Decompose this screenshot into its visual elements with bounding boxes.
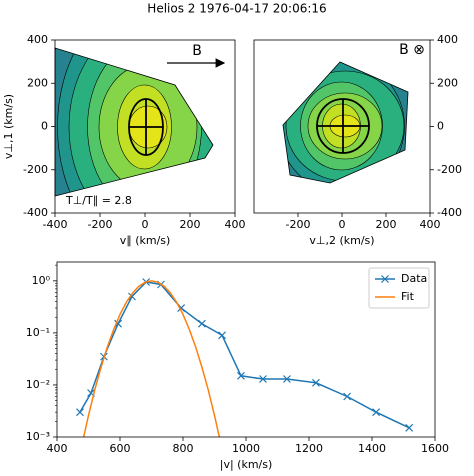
x-tick-label: 800 bbox=[173, 442, 194, 455]
x-tick-label: 600 bbox=[110, 442, 131, 455]
y-tick-label: -400 bbox=[437, 206, 462, 219]
x-tick-label: 400 bbox=[225, 218, 246, 231]
legend-label: Fit bbox=[401, 290, 415, 303]
data-point bbox=[372, 408, 381, 417]
annotation: T⊥/T∥ = 2.8 bbox=[65, 194, 132, 207]
y-tick-label: 200 bbox=[27, 76, 48, 89]
series-line bbox=[79, 281, 410, 429]
x-tick-label: 400 bbox=[420, 218, 441, 231]
data-point bbox=[283, 375, 291, 383]
x-tick-label: 0 bbox=[142, 218, 149, 231]
contour-outline bbox=[282, 61, 409, 184]
legend-marker bbox=[381, 275, 389, 283]
x-tick-label: 1400 bbox=[358, 442, 386, 455]
y-tick-label: 10⁰ bbox=[32, 274, 51, 287]
x-tick-label: 1000 bbox=[232, 442, 260, 455]
y-tick-label: 10⁻³ bbox=[26, 430, 50, 443]
x-tick-label: -200 bbox=[88, 218, 113, 231]
y-tick-label: 0 bbox=[437, 120, 444, 133]
data-point bbox=[76, 408, 84, 417]
data-point bbox=[259, 375, 267, 383]
data-point bbox=[128, 292, 136, 301]
y-axis-label: v⊥,1 (km/s) bbox=[2, 94, 15, 159]
y-tick-label: -200 bbox=[437, 163, 462, 176]
y-tick-label: 200 bbox=[437, 76, 458, 89]
annotation: B ⊗ bbox=[399, 42, 425, 58]
figure-title: Helios 2 1976-04-17 20:06:16 bbox=[147, 2, 326, 16]
x-tick-label: 400 bbox=[47, 442, 68, 455]
x-axis-label: |v| (km/s) bbox=[220, 458, 273, 471]
x-tick-label: 0 bbox=[339, 218, 346, 231]
data-point bbox=[405, 423, 414, 432]
y-tick-label: 10⁻² bbox=[26, 378, 50, 391]
x-axis-label: v⊥,2 (km/s) bbox=[309, 234, 374, 247]
data-point bbox=[218, 331, 226, 340]
x-tick-label: 200 bbox=[376, 218, 397, 231]
x-tick-label: 1200 bbox=[295, 442, 323, 455]
data-point bbox=[312, 378, 320, 387]
legend-label: Data bbox=[401, 272, 427, 285]
series-line bbox=[82, 280, 221, 437]
data-point bbox=[343, 392, 352, 401]
x-tick-label: -200 bbox=[286, 218, 311, 231]
annotation: B bbox=[192, 43, 202, 59]
y-tick-label: 0 bbox=[41, 120, 48, 133]
y-tick-label: 400 bbox=[27, 33, 48, 46]
x-tick-label: 200 bbox=[180, 218, 201, 231]
plot-area bbox=[76, 278, 414, 437]
y-tick-label: -400 bbox=[23, 206, 48, 219]
y-tick-label: 400 bbox=[437, 33, 458, 46]
x-axis-label: v∥ (km/s) bbox=[120, 234, 171, 247]
y-tick-label: -200 bbox=[23, 163, 48, 176]
data-point bbox=[237, 371, 245, 380]
data-point bbox=[197, 319, 206, 328]
x-tick-label: -400 bbox=[43, 218, 68, 231]
y-tick-label: 10⁻¹ bbox=[26, 326, 50, 339]
x-tick-label: 1600 bbox=[421, 442, 449, 455]
